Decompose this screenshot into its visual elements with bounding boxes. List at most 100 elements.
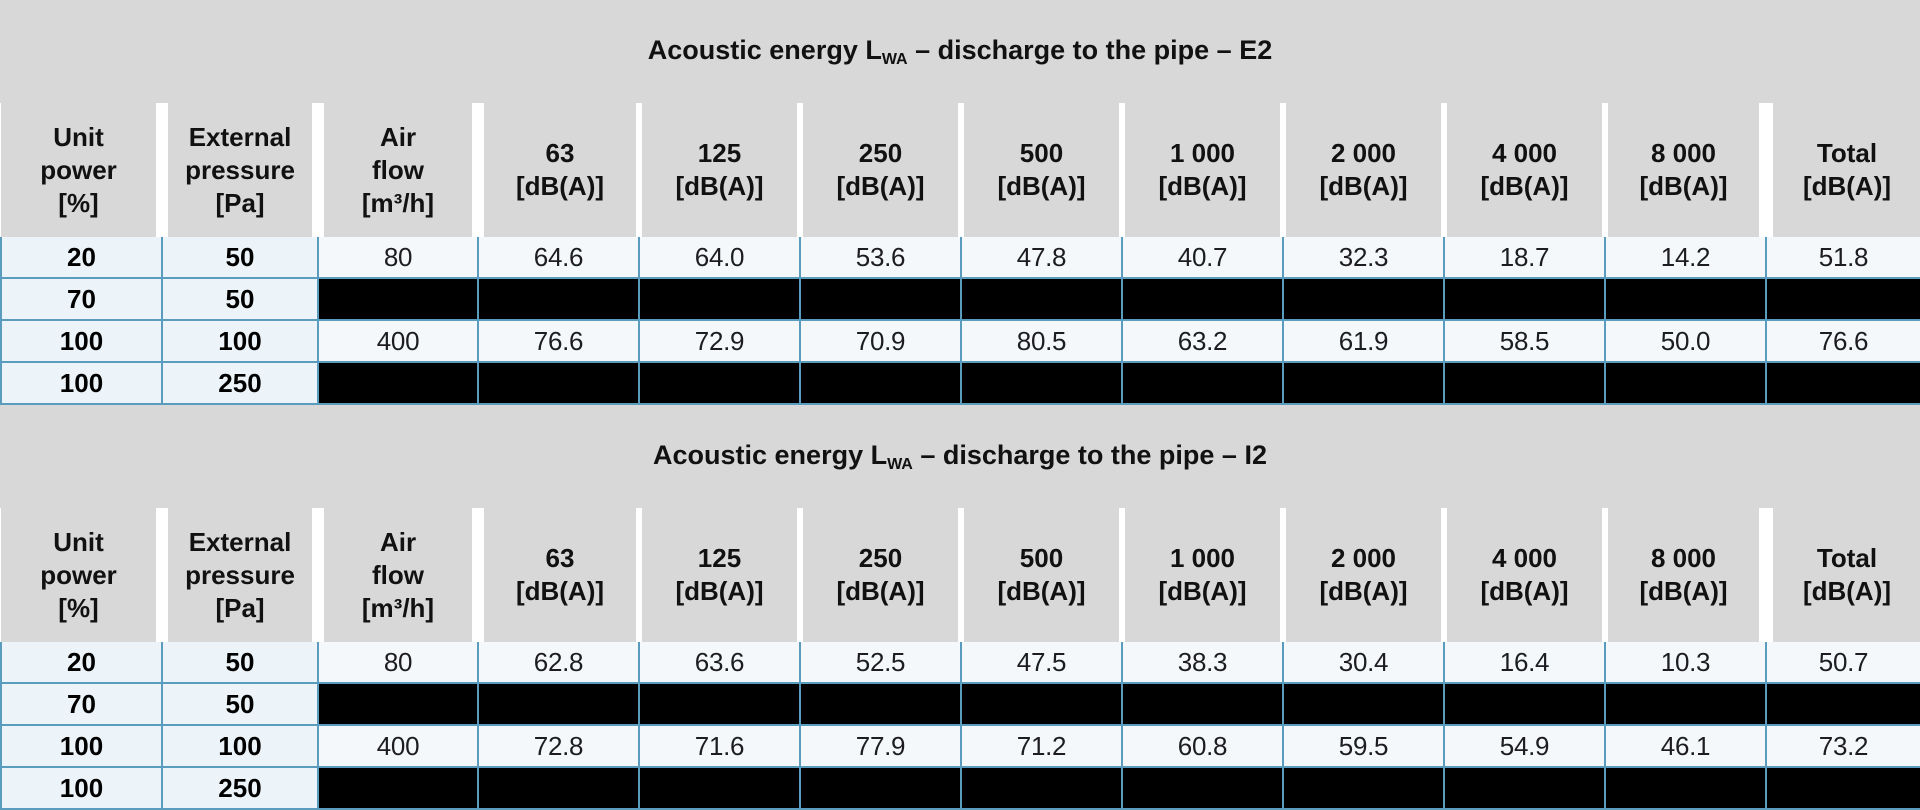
blacked-cell xyxy=(477,277,640,321)
cell-frequency-value: 70.9 xyxy=(799,319,962,363)
blacked-cell xyxy=(477,682,640,726)
cell-frequency-value: 62.8 xyxy=(477,642,640,684)
cell-frequency-value: 76.6 xyxy=(477,319,640,363)
table-row: 20 50 80 64.6 64.0 53.6 47.8 40.7 32.3 18.7 14.2 51… xyxy=(0,237,1920,279)
column-header-500hz: 500 [dB(A)] xyxy=(958,508,1122,642)
blacked-cell xyxy=(1604,277,1767,321)
table-title: Acoustic energy LWA – discharge to the p… xyxy=(0,0,1920,103)
table-row: 100 100 400 76.6 72.9 70.9 80.5 63.2 61.9 58.5 50.… xyxy=(0,319,1920,363)
cell-frequency-value: 54.9 xyxy=(1443,724,1606,768)
cell-frequency-value: 71.6 xyxy=(638,724,801,768)
column-header-1000hz: 1 000 [dB(A)] xyxy=(1119,103,1283,237)
acoustic-table: Unit power [%] External pressure [Pa] Ai… xyxy=(0,508,1920,810)
header-row: Unit power [%] External pressure [Pa] Ai… xyxy=(1,508,1920,642)
cell-unit-power: 100 xyxy=(0,724,163,768)
blacked-cell xyxy=(799,766,962,810)
column-header-250hz: 250 [dB(A)] xyxy=(797,508,961,642)
column-header-air-flow: Air flow [m³/h] xyxy=(312,103,478,237)
blacked-cell xyxy=(317,361,479,405)
cell-frequency-value: 32.3 xyxy=(1282,237,1445,279)
column-header-4000hz: 4 000 [dB(A)] xyxy=(1441,103,1605,237)
blacked-cell xyxy=(317,277,479,321)
cell-frequency-value: 38.3 xyxy=(1121,642,1284,684)
blacked-cell xyxy=(1765,277,1920,321)
cell-air-flow: 400 xyxy=(317,724,479,768)
column-header-external-pressure: External pressure [Pa] xyxy=(156,508,318,642)
cell-frequency-value: 63.6 xyxy=(638,642,801,684)
table-row: 70 50 xyxy=(0,682,1920,726)
cell-frequency-value: 46.1 xyxy=(1604,724,1767,768)
column-header-125hz: 125 [dB(A)] xyxy=(636,508,800,642)
blacked-cell xyxy=(638,766,801,810)
blacked-cell xyxy=(799,682,962,726)
blacked-cell xyxy=(1282,277,1445,321)
cell-total: 76.6 xyxy=(1765,319,1920,363)
blacked-cell xyxy=(1443,277,1606,321)
blacked-cell xyxy=(960,682,1123,726)
column-header-unit-power: Unit power [%] xyxy=(1,508,162,642)
cell-unit-power: 100 xyxy=(0,766,163,810)
blacked-cell xyxy=(1604,361,1767,405)
cell-frequency-value: 50.0 xyxy=(1604,319,1767,363)
column-header-4000hz: 4 000 [dB(A)] xyxy=(1441,508,1605,642)
column-header-air-flow: Air flow [m³/h] xyxy=(312,508,478,642)
cell-external-pressure: 50 xyxy=(161,642,319,684)
blacked-cell xyxy=(1765,766,1920,810)
column-header-total: Total [dB(A)] xyxy=(1759,103,1920,237)
blacked-cell xyxy=(1282,682,1445,726)
cell-frequency-value: 52.5 xyxy=(799,642,962,684)
cell-frequency-value: 40.7 xyxy=(1121,237,1284,279)
title-subscript: WA xyxy=(887,455,913,473)
blacked-cell xyxy=(1282,361,1445,405)
cell-frequency-value: 64.0 xyxy=(638,237,801,279)
cell-air-flow: 400 xyxy=(317,319,479,363)
blacked-cell xyxy=(1121,277,1284,321)
blacked-cell xyxy=(960,277,1123,321)
blacked-cell xyxy=(638,361,801,405)
column-header-unit-power: Unit power [%] xyxy=(1,103,162,237)
acoustic-table-block-e2: Acoustic energy LWA – discharge to the p… xyxy=(0,0,1920,405)
title-subscript: WA xyxy=(881,50,908,68)
column-header-2000hz: 2 000 [dB(A)] xyxy=(1280,508,1444,642)
cell-frequency-value: 58.5 xyxy=(1443,319,1606,363)
title-text: Acoustic energy LWA – discharge to the p… xyxy=(647,34,1273,68)
blacked-cell xyxy=(1443,766,1606,810)
cell-frequency-value: 63.2 xyxy=(1121,319,1284,363)
cell-frequency-value: 60.8 xyxy=(1121,724,1284,768)
column-header-8000hz: 8 000 [dB(A)] xyxy=(1602,508,1766,642)
header-row: Unit power [%] External pressure [Pa] Ai… xyxy=(1,103,1920,237)
acoustic-table-block-i2: Acoustic energy LWA – discharge to the p… xyxy=(0,405,1920,810)
cell-external-pressure: 100 xyxy=(161,319,319,363)
blacked-cell xyxy=(1121,766,1284,810)
column-header-125hz: 125 [dB(A)] xyxy=(636,103,800,237)
cell-frequency-value: 72.9 xyxy=(638,319,801,363)
blacked-cell xyxy=(317,766,479,810)
cell-unit-power: 100 xyxy=(0,319,163,363)
column-header-2000hz: 2 000 [dB(A)] xyxy=(1280,103,1444,237)
blacked-cell xyxy=(317,682,479,726)
table-row: 100 250 xyxy=(0,361,1920,405)
cell-frequency-value: 10.3 xyxy=(1604,642,1767,684)
cell-frequency-value: 14.2 xyxy=(1604,237,1767,279)
title-text: Acoustic energy LWA – discharge to the p… xyxy=(653,439,1267,473)
table-row: 100 100 400 72.8 71.6 77.9 71.2 60.8 59.5 54.9 46.… xyxy=(0,724,1920,768)
cell-frequency-value: 77.9 xyxy=(799,724,962,768)
acoustic-table: Unit power [%] External pressure [Pa] Ai… xyxy=(0,103,1920,405)
column-header-500hz: 500 [dB(A)] xyxy=(958,103,1122,237)
column-header-total: Total [dB(A)] xyxy=(1759,508,1920,642)
blacked-cell xyxy=(799,361,962,405)
table-row: 100 250 xyxy=(0,766,1920,810)
cell-external-pressure: 50 xyxy=(161,277,319,321)
blacked-cell xyxy=(638,682,801,726)
column-header-8000hz: 8 000 [dB(A)] xyxy=(1602,103,1766,237)
cell-external-pressure: 100 xyxy=(161,724,319,768)
blacked-cell xyxy=(1604,682,1767,726)
cell-unit-power: 70 xyxy=(0,277,163,321)
cell-frequency-value: 59.5 xyxy=(1282,724,1445,768)
table-row: 70 50 xyxy=(0,277,1920,321)
column-header-63hz: 63 [dB(A)] xyxy=(472,103,639,237)
blacked-cell xyxy=(960,766,1123,810)
cell-frequency-value: 72.8 xyxy=(477,724,640,768)
table-row: 20 50 80 62.8 63.6 52.5 47.5 38.3 30.4 16.4 10.3 50… xyxy=(0,642,1920,684)
cell-air-flow: 80 xyxy=(317,237,479,279)
